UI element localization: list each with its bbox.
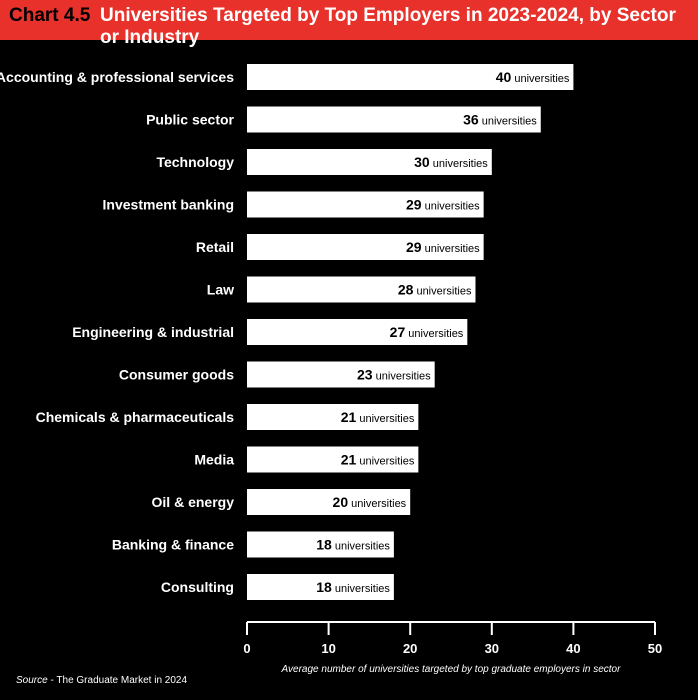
data-value: 27 (390, 324, 406, 340)
bar (247, 319, 468, 345)
data-unit: universities (479, 116, 538, 128)
category-label: Banking & finance (112, 537, 234, 553)
bar (247, 191, 484, 218)
data-unit: universities (356, 456, 415, 468)
x-axis-title: Average number of universities targeted … (281, 664, 622, 675)
source-label: Source (16, 675, 48, 686)
source-text: - The Graduate Market in 2024 (47, 675, 188, 686)
data-unit: universities (332, 583, 391, 595)
bar (247, 276, 476, 303)
data-unit: universities (373, 371, 432, 383)
category-label: Consulting (161, 579, 234, 595)
data-unit: universities (511, 73, 570, 85)
bar (247, 149, 492, 175)
data-label: 29 universities (406, 239, 480, 255)
bar (247, 531, 394, 558)
data-label: 36 universities (463, 112, 537, 128)
data-value: 23 (357, 367, 373, 383)
data-value: 40 (496, 69, 512, 85)
data-label: 20 universities (333, 494, 407, 510)
data-value: 36 (463, 112, 479, 128)
category-label: Chemicals & pharmaceuticals (36, 409, 235, 425)
source-note: Source - The Graduate Market in 2024 (16, 675, 187, 686)
x-tick-label: 40 (566, 641, 580, 656)
category-label: Retail (196, 239, 234, 255)
data-label: 27 universities (390, 324, 464, 340)
category-label: Oil & energy (152, 494, 235, 510)
data-unit: universities (405, 328, 464, 340)
category-label: Public sector (146, 112, 234, 128)
data-unit: universities (356, 413, 415, 425)
data-value: 30 (414, 154, 430, 170)
data-value: 18 (316, 579, 332, 595)
data-label: 40 universities (496, 69, 570, 85)
data-unit: universities (348, 498, 407, 510)
x-tick-label: 10 (321, 641, 335, 656)
bar (247, 106, 541, 133)
category-label: Law (207, 282, 234, 298)
data-unit: universities (422, 243, 481, 255)
bar (247, 361, 435, 388)
data-value: 28 (398, 282, 414, 298)
data-unit: universities (430, 158, 489, 170)
data-value: 20 (333, 494, 349, 510)
category-label: Investment banking (103, 197, 234, 213)
chart-number: Chart 4.5 (9, 5, 91, 26)
category-label: Accounting & professional services (0, 69, 234, 85)
bar (247, 404, 419, 430)
bar (247, 234, 484, 260)
chart-header: Chart 4.5 Universities Targeted by Top E… (0, 0, 698, 48)
data-label: 30 universities (414, 154, 488, 170)
x-tick-label: 30 (485, 641, 499, 656)
data-label: 18 universities (316, 537, 390, 553)
category-label: Technology (156, 154, 234, 170)
data-label: 23 universities (357, 367, 431, 383)
bar (247, 446, 419, 473)
data-label: 28 universities (398, 282, 472, 298)
bar (247, 64, 574, 90)
data-value: 21 (341, 452, 357, 468)
category-label: Consumer goods (119, 367, 234, 383)
data-value: 18 (316, 537, 332, 553)
data-unit: universities (422, 201, 481, 213)
data-value: 29 (406, 197, 422, 213)
x-tick-label: 50 (648, 641, 662, 656)
category-label: Engineering & industrial (72, 324, 234, 340)
category-label: Media (194, 452, 234, 468)
data-value: 29 (406, 239, 422, 255)
bar (247, 574, 394, 600)
data-unit: universities (332, 541, 391, 553)
chart-title: Universities Targeted by Top Employers i… (100, 5, 676, 48)
x-tick-label: 20 (403, 641, 417, 656)
bar (247, 489, 411, 515)
data-value: 21 (341, 409, 357, 425)
data-label: 18 universities (316, 579, 390, 595)
x-tick-label: 0 (243, 641, 250, 656)
data-unit: universities (413, 286, 472, 298)
data-label: 29 universities (406, 197, 480, 213)
data-label: 21 universities (341, 452, 415, 468)
data-label: 21 universities (341, 409, 415, 425)
